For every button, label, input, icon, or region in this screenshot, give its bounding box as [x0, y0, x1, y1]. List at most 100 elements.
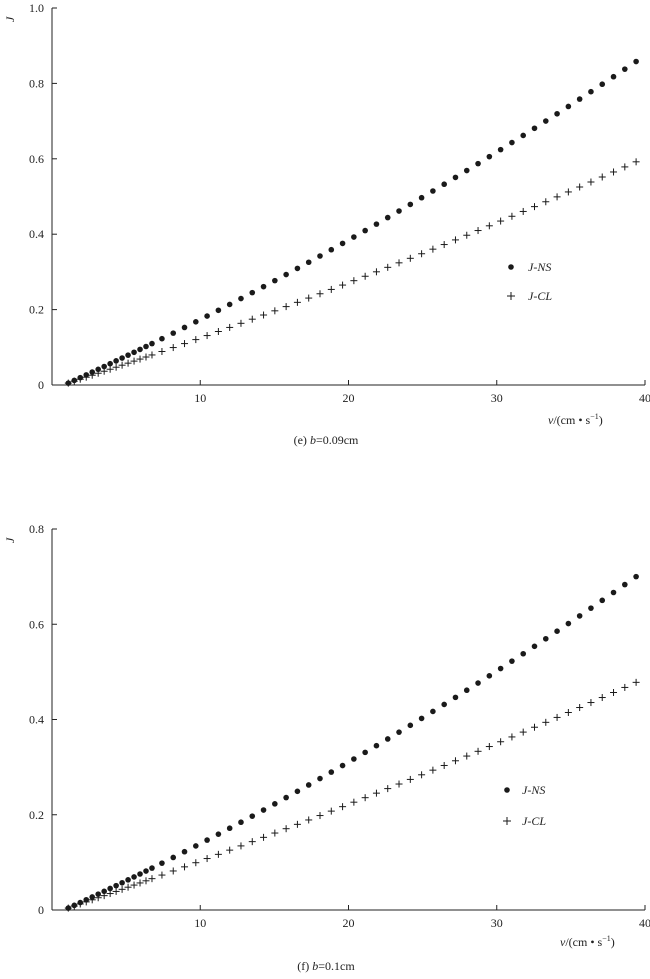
- data-point: [610, 688, 618, 696]
- data-point: [565, 620, 572, 627]
- data-point: [339, 281, 347, 289]
- x-tick-label: 20: [343, 916, 355, 930]
- data-point: [181, 324, 188, 331]
- data-point: [181, 863, 189, 871]
- data-point: [554, 628, 560, 635]
- legend-label: J-NS: [522, 783, 545, 797]
- data-point: [632, 158, 640, 166]
- data-point: [440, 241, 448, 249]
- data-point: [451, 236, 459, 244]
- data-point: [305, 782, 312, 788]
- data-point: [82, 373, 90, 381]
- data-point: [317, 253, 323, 259]
- data-point: [395, 780, 403, 788]
- data-point: [100, 367, 108, 375]
- data-point: [406, 775, 414, 783]
- legend-label: J-NS: [528, 260, 551, 274]
- data-point: [294, 265, 301, 272]
- y-tick-label: 0.6: [29, 617, 44, 631]
- x-tick-label: 30: [491, 916, 503, 930]
- data-point: [509, 658, 515, 664]
- data-point: [101, 363, 107, 370]
- data-point: [530, 203, 538, 211]
- data-point: [441, 701, 447, 708]
- data-point: [149, 865, 155, 871]
- data-point: [362, 749, 368, 756]
- data-point: [249, 813, 256, 819]
- data-point: [112, 887, 120, 895]
- data-point: [531, 125, 538, 132]
- data-point: [76, 375, 84, 383]
- data-point: [237, 319, 245, 327]
- data-point: [339, 240, 346, 247]
- data-point: [124, 883, 132, 891]
- data-point: [316, 290, 324, 298]
- data-point: [203, 332, 211, 340]
- y-tick-label: 0.2: [29, 808, 44, 822]
- data-point: [64, 379, 72, 387]
- data-point: [70, 377, 78, 385]
- data-point: [159, 335, 165, 342]
- series-j-ns: [65, 58, 639, 386]
- data-point: [119, 879, 125, 886]
- data-point: [106, 365, 114, 373]
- data-point: [599, 81, 606, 88]
- y-tick-label: 0.2: [29, 303, 44, 317]
- data-point: [351, 234, 357, 240]
- data-point: [282, 303, 290, 311]
- figure-caption: (e) b=0.09cm: [294, 433, 359, 447]
- data-point: [396, 729, 402, 735]
- data-point: [271, 307, 279, 315]
- data-point: [101, 888, 107, 895]
- data-point: [486, 673, 493, 679]
- data-point: [530, 723, 538, 731]
- data-point: [238, 295, 244, 302]
- data-point: [260, 283, 267, 290]
- data-point: [294, 788, 301, 795]
- data-point: [350, 798, 358, 806]
- data-point: [362, 227, 368, 234]
- data-point: [633, 573, 639, 580]
- data-point: [317, 775, 323, 782]
- data-point: [372, 789, 380, 797]
- data-point: [475, 160, 481, 167]
- y-tick-label: 0.4: [29, 227, 44, 241]
- data-point: [112, 363, 120, 371]
- data-point: [598, 173, 606, 181]
- data-point: [565, 103, 572, 110]
- data-point: [271, 829, 279, 837]
- data-point: [88, 896, 96, 904]
- data-point: [204, 837, 210, 843]
- y-axis-label: J: [3, 537, 17, 543]
- series-j-cl: [64, 158, 640, 387]
- data-point: [520, 132, 527, 139]
- chart-panel-e: 0 0.2 0.4 0.6 0.8 1.0 10 20 30 40 Jv/(cm • s−1) (e)…: [3, 1, 650, 447]
- data-point: [82, 898, 90, 906]
- data-point: [407, 722, 414, 729]
- data-point: [118, 885, 126, 893]
- data-point: [215, 307, 222, 314]
- data-point: [509, 139, 515, 146]
- x-tick-label: 10: [194, 916, 206, 930]
- x-tick-label: 40: [639, 391, 650, 405]
- data-point: [316, 812, 324, 820]
- data-point: [260, 311, 268, 319]
- data-point: [136, 879, 144, 887]
- data-point: [158, 871, 166, 879]
- y-tick-label: 0.6: [29, 152, 44, 166]
- data-point: [339, 762, 346, 769]
- data-point: [169, 867, 177, 875]
- data-point: [418, 715, 425, 722]
- data-point: [440, 761, 448, 769]
- series-j-cl: [64, 678, 640, 912]
- data-point: [599, 597, 606, 604]
- y-tick-label: 0.8: [29, 76, 44, 90]
- data-point: [576, 613, 583, 619]
- data-point: [305, 294, 313, 302]
- data-point: [107, 885, 113, 892]
- data-point: [497, 146, 504, 153]
- x-tick-label: 20: [343, 391, 355, 405]
- data-point: [622, 66, 628, 72]
- data-point: [143, 343, 149, 350]
- data-point: [508, 212, 516, 220]
